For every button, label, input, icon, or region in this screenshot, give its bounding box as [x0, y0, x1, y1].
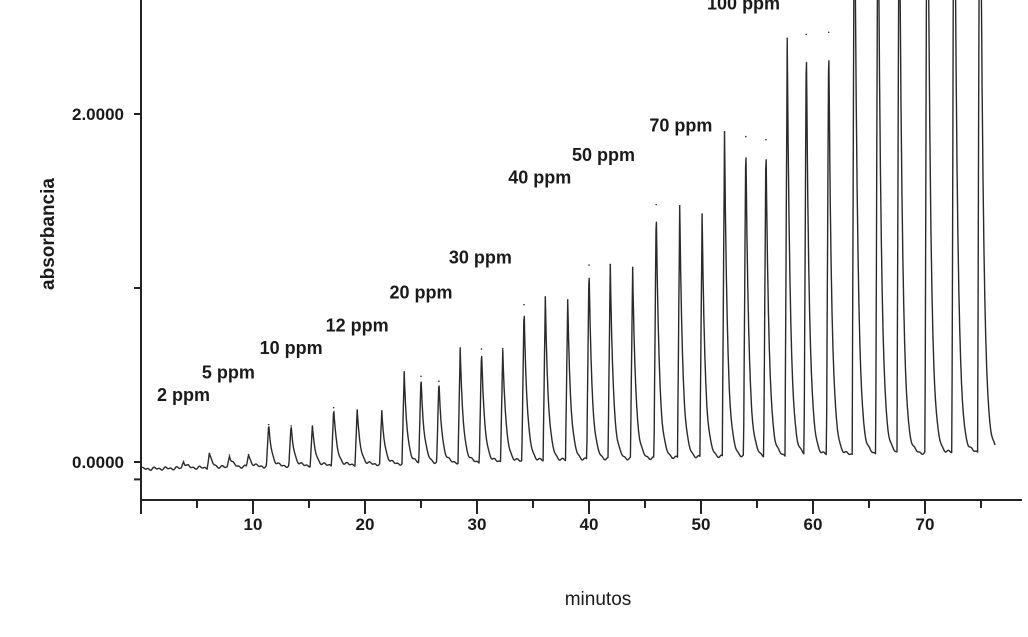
peak-point — [765, 138, 767, 141]
concentration-label: 20 ppm — [389, 282, 452, 302]
x-tick-label: 60 — [804, 515, 823, 534]
y-tick-label: 2.0000 — [72, 105, 124, 124]
concentration-label: 40 ppm — [508, 168, 571, 188]
peak-point — [827, 31, 830, 34]
peak-point — [655, 203, 657, 206]
peak-point — [420, 375, 422, 378]
peak-point — [631, 266, 634, 269]
peak-point — [701, 213, 703, 215]
x-tick-label: 50 — [692, 515, 711, 534]
peak-point — [182, 460, 185, 462]
peak-point — [501, 347, 504, 350]
peak-point — [267, 423, 270, 426]
peak-point — [356, 409, 358, 412]
peak-point — [566, 299, 569, 302]
signal-trace — [141, 0, 996, 471]
x-tick-label: 20 — [356, 515, 375, 534]
peak-point — [786, 37, 789, 40]
x-axis-title: minutos — [565, 589, 632, 610]
concentration-label: 100 ppm — [707, 0, 780, 14]
concentration-label: 70 ppm — [649, 115, 712, 135]
concentration-label: 5 ppm — [202, 362, 255, 382]
peak-point — [290, 425, 292, 427]
peak-point — [745, 135, 747, 138]
peak-point — [332, 406, 335, 409]
peak-point — [438, 380, 440, 382]
x-tick-label: 30 — [468, 515, 487, 534]
peak-point — [588, 264, 590, 266]
concentration-label: 10 ppm — [260, 338, 323, 358]
peak-point — [480, 348, 483, 350]
concentration-label: 50 ppm — [572, 145, 635, 165]
x-tick-label: 40 — [580, 515, 599, 534]
y-tick-label: 0.0000 — [72, 453, 124, 472]
peak-point — [805, 33, 808, 36]
x-tick-label: 70 — [916, 515, 935, 534]
concentration-label: 2 ppm — [157, 385, 210, 405]
peak-point — [311, 426, 314, 429]
peak-point — [208, 452, 211, 455]
peak-point — [523, 303, 525, 306]
concentration-label: 12 ppm — [326, 316, 389, 336]
y-axis-title: absorbancia — [38, 178, 59, 290]
peak-point — [403, 372, 406, 374]
peak-point — [723, 130, 726, 133]
peak-point — [678, 204, 681, 207]
signal — [141, 0, 996, 471]
peak-point — [228, 454, 231, 456]
peak-point — [544, 296, 547, 299]
peak-point — [247, 453, 250, 456]
x-tick-label: 10 — [244, 515, 263, 534]
peak-point — [381, 411, 383, 413]
concentration-label: 30 ppm — [449, 248, 512, 268]
peak-point — [609, 263, 612, 266]
peak-point — [459, 348, 462, 351]
